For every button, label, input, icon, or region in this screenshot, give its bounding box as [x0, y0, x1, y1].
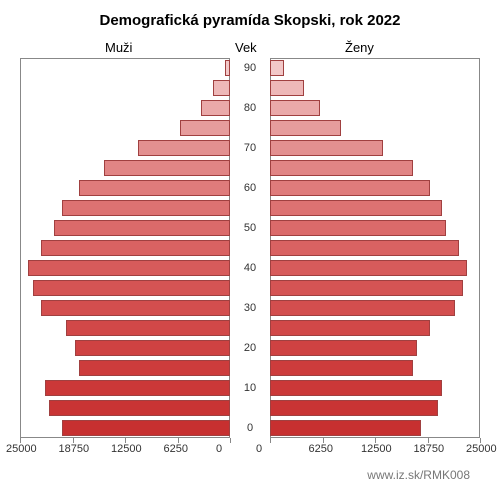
bar-male: [41, 240, 230, 256]
bar-male: [225, 60, 230, 76]
tick-mark: [230, 438, 231, 443]
tick-mark: [20, 438, 21, 443]
tick-mark: [270, 438, 271, 443]
bar-male: [54, 220, 230, 236]
bar-female: [270, 300, 455, 316]
bar-male: [45, 380, 230, 396]
bar-male: [75, 340, 230, 356]
bar-female: [270, 60, 284, 76]
x-tick-left: 6250: [164, 443, 188, 455]
bar-female: [270, 100, 320, 116]
bar-male: [180, 120, 230, 136]
x-tick-right: 0: [256, 443, 262, 455]
bar-male: [28, 260, 230, 276]
y-tick: 70: [230, 142, 270, 154]
x-tick-left: 0: [216, 443, 222, 455]
bar-female: [270, 200, 442, 216]
x-tick-right: 18750: [414, 443, 445, 455]
x-tick-right: 6250: [309, 443, 333, 455]
y-tick: 30: [230, 302, 270, 314]
bar-female: [270, 240, 459, 256]
tick-mark: [73, 438, 74, 443]
bar-male: [62, 420, 230, 436]
bar-female: [270, 420, 421, 436]
bars-female: [270, 58, 480, 438]
bar-female: [270, 400, 438, 416]
source-footer: www.iz.sk/RMK008: [367, 468, 470, 482]
chart-title: Demografická pyramída Skopski, rok 2022: [0, 12, 500, 29]
bar-female: [270, 320, 430, 336]
tick-mark: [375, 438, 376, 443]
x-tick-right: 12500: [361, 443, 392, 455]
bar-female: [270, 280, 463, 296]
tick-mark: [125, 438, 126, 443]
label-female: Ženy: [345, 40, 374, 55]
y-tick: 40: [230, 262, 270, 274]
y-tick: 80: [230, 102, 270, 114]
bar-male: [201, 100, 230, 116]
x-tick-left: 18750: [59, 443, 90, 455]
bar-male: [138, 140, 230, 156]
label-age: Vek: [235, 40, 257, 55]
y-tick: 90: [230, 62, 270, 74]
bar-male: [79, 360, 230, 376]
x-tick-left: 25000: [6, 443, 37, 455]
y-tick: 50: [230, 222, 270, 234]
bar-male: [33, 280, 230, 296]
bar-male: [49, 400, 230, 416]
bar-male: [79, 180, 230, 196]
bars-male: [20, 58, 230, 438]
bar-male: [104, 160, 230, 176]
tick-mark: [480, 438, 481, 443]
bar-female: [270, 220, 446, 236]
bar-male: [41, 300, 230, 316]
bar-female: [270, 260, 467, 276]
bar-female: [270, 180, 430, 196]
bar-female: [270, 160, 413, 176]
bar-female: [270, 80, 304, 96]
bar-female: [270, 360, 413, 376]
y-tick: 0: [230, 422, 270, 434]
bar-female: [270, 380, 442, 396]
tick-mark: [323, 438, 324, 443]
y-tick: 10: [230, 382, 270, 394]
bar-female: [270, 340, 417, 356]
bar-female: [270, 120, 341, 136]
y-tick: 60: [230, 182, 270, 194]
label-male: Muži: [105, 40, 132, 55]
x-tick-left: 12500: [111, 443, 142, 455]
bar-male: [62, 200, 230, 216]
pyramid-chart: 0102030405060708090 25000187501250062500…: [20, 58, 480, 438]
x-tick-right: 25000: [466, 443, 497, 455]
bar-male: [213, 80, 230, 96]
tick-mark: [178, 438, 179, 443]
age-axis: 0 10 20 30 40 50 60 70 80 90: [230, 58, 270, 438]
bar-female: [270, 140, 383, 156]
bar-male: [66, 320, 230, 336]
y-tick: 20: [230, 342, 270, 354]
tick-mark: [428, 438, 429, 443]
